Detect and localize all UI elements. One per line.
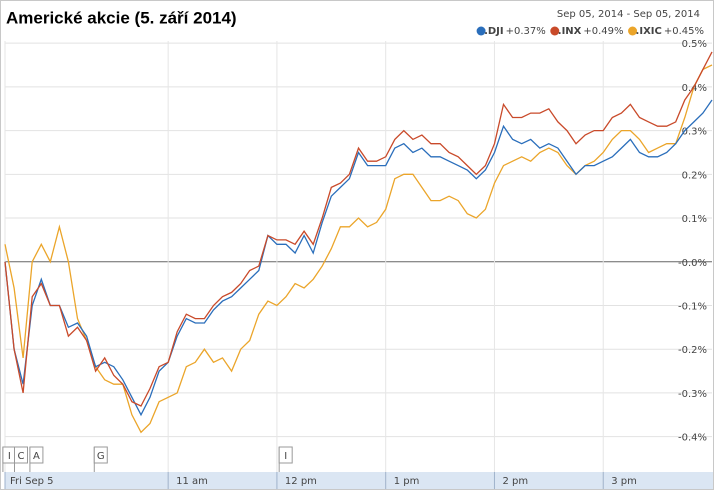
y-tick-label: -0.2% [678,345,707,356]
flag-label: I [284,451,287,462]
legend-change: +0.37% [506,26,546,37]
y-tick-label: 0.5% [682,39,707,50]
date-range: Sep 05, 2014 - Sep 05, 2014 [557,9,700,20]
legend-change: +0.45% [664,26,704,37]
flag-label: I [8,451,11,462]
y-tick-label: -0.0% [678,258,707,269]
y-tick-label: 0.2% [682,170,707,181]
flag-label: A [33,451,40,462]
x-tick-label: 11 am [176,476,208,487]
legend-name: .INX [558,26,582,37]
x-tick-label: Fri Sep 5 [10,476,53,487]
legend-change: +0.49% [583,26,623,37]
y-tick-label: -0.4% [678,433,707,444]
legend-dot [550,26,560,36]
y-tick-label: -0.3% [678,389,707,400]
flag-label: C [18,451,25,462]
legend-dot [628,26,638,36]
legend: .DJI +0.37% .INX +0.49% .IXIC +0.45% [476,26,704,37]
x-tick-label: 2 pm [502,476,528,487]
legend-name: .IXIC [636,26,662,37]
x-tick-label: 3 pm [611,476,637,487]
flag-label: G [97,451,105,462]
series-line [4,99,713,417]
legend-dot [476,26,486,36]
y-tick-label: 0.3% [682,127,707,138]
series-line [4,51,713,407]
x-tick-label: 1 pm [394,476,420,487]
y-tick-label: 0.1% [682,214,707,225]
flag [93,446,108,464]
flag [14,446,29,464]
y-tick-label: 0.4% [682,83,707,94]
flag [278,446,293,464]
x-axis-band [5,472,713,489]
x-tick-label: 12 pm [285,476,317,487]
y-tick-label: -0.1% [678,301,707,312]
flag [29,446,44,464]
legend-name: .DJI [484,26,504,37]
chart-title: Americké akcie (5. září 2014) [6,8,237,27]
